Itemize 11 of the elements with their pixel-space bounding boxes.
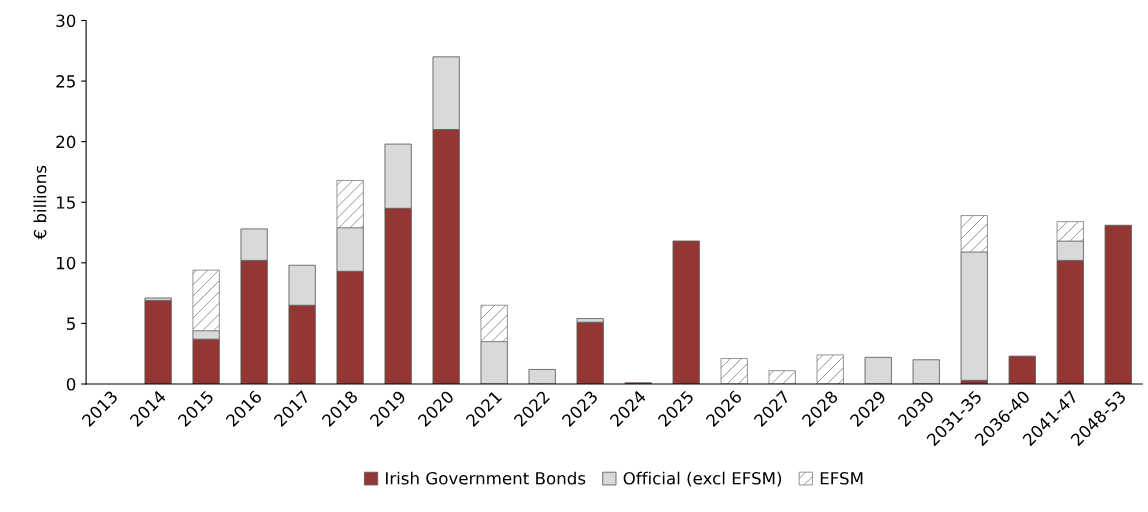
legend-label: Official (excl EFSM)	[623, 471, 782, 487]
y-tick-label: 25	[56, 75, 75, 88]
y-tick-label: 0	[66, 377, 76, 391]
legend-label: EFSM	[820, 472, 863, 485]
y-tick-label: 15	[57, 196, 75, 209]
y-axis-title: € billions	[33, 165, 47, 240]
y-tick-label: 10	[57, 256, 76, 270]
legend-label: Irish Government Bonds	[386, 471, 586, 485]
y-tick-label: 30	[56, 14, 76, 28]
y-tick-label: 20	[56, 135, 76, 149]
y-tick-label: 5	[67, 317, 75, 330]
